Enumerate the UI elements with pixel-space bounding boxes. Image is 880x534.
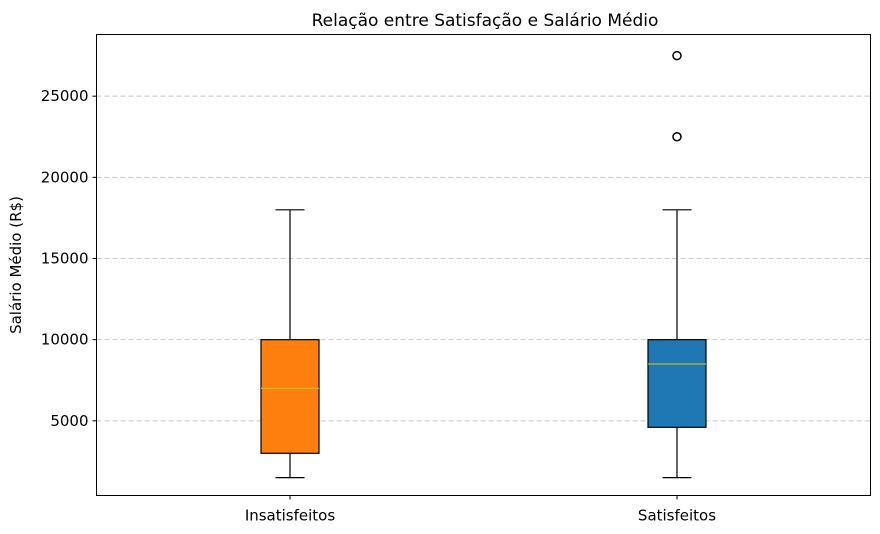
y-tick-label: 25000 [41,87,89,105]
x-tick-label: Satisfeitos [638,507,716,525]
box-group-insatisfeitos [260,209,320,479]
outlier-point [672,132,682,142]
y-tick-label: 5000 [50,412,88,430]
plot-frame [96,34,871,496]
box-group-satisfeitos [647,50,707,479]
box [260,339,320,454]
boxes [260,50,707,479]
chart-title: Relação entre Satisfação e Salário Médio [312,11,659,31]
axes: 5000 10000 15000 20000 25000 Insatisfeitos Sat… [41,87,716,524]
y-tick-label: 15000 [41,250,89,268]
y-tick-label: 10000 [41,331,89,349]
y-tick-label: 20000 [41,168,89,186]
box [647,339,707,428]
y-axis-label: Salário Médio (R$) [7,196,25,334]
x-tick-label: Insatisfeitos [245,507,336,525]
outlier-point [672,50,682,61]
grid [96,95,871,422]
